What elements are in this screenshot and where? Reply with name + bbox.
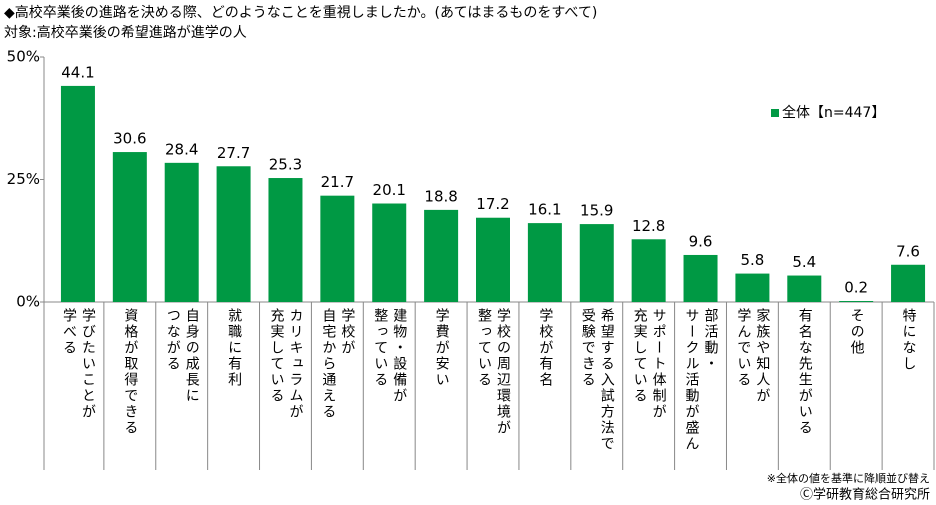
value-label: 0.2 — [844, 279, 868, 297]
bar — [683, 254, 718, 302]
y-tick-label: 0% — [16, 293, 40, 311]
bar — [891, 264, 926, 302]
value-label: 21.7 — [321, 173, 354, 191]
bar — [631, 239, 666, 302]
x-tick-label: 学びたいことが 学べる — [60, 308, 96, 420]
bar — [320, 195, 355, 302]
x-tick-label: 自身の成長に つながる — [164, 308, 200, 404]
y-tick-label: 50% — [7, 48, 40, 66]
x-tick-label: 学校の周辺環境が 整っている — [476, 308, 511, 436]
y-tick-label: 25% — [7, 170, 40, 188]
x-tick-label: 学校が 自宅から通える — [320, 308, 356, 420]
x-tick-label: 希望する入試方法で 受験できる — [579, 308, 615, 452]
value-label: 16.1 — [528, 201, 561, 219]
bar — [735, 273, 770, 302]
note: ※全体の値を基準に降順並び替え — [767, 471, 930, 485]
x-tick-label: 建物・設備が 整っている — [372, 308, 408, 404]
bar — [268, 178, 303, 302]
x-tick-label: カリキュラムが 充実している — [268, 308, 304, 420]
value-label: 30.6 — [113, 130, 146, 148]
bar — [527, 223, 562, 302]
bar — [787, 275, 822, 302]
x-tick-label: 学校が有名 — [537, 308, 554, 388]
value-label: 7.6 — [896, 242, 920, 260]
value-label: 5.8 — [740, 251, 764, 269]
bar — [839, 301, 874, 302]
bar — [60, 85, 95, 302]
x-tick-label: 部活動・ サークル活動が盛ん — [683, 308, 719, 452]
bar — [476, 217, 510, 302]
value-label: 5.4 — [792, 253, 816, 271]
x-tick-label: 有名な先生がいる — [796, 308, 813, 436]
x-tick-label: 学費が安い — [433, 308, 450, 388]
bar — [372, 203, 407, 302]
value-label: 15.9 — [580, 202, 613, 220]
value-label: 18.8 — [424, 187, 457, 205]
x-tick-label: 資格が取得できる — [122, 308, 139, 436]
chart-title: ◆高校卒業後の進路を決める際、どのようなことを重視しましたか。(あてはまるものを… — [4, 4, 597, 21]
value-label: 44.1 — [61, 63, 94, 81]
value-label: 12.8 — [632, 217, 665, 235]
value-label: 25.3 — [269, 156, 302, 174]
value-label: 17.2 — [476, 195, 509, 213]
value-label: 9.6 — [689, 232, 713, 250]
value-label: 27.7 — [217, 144, 250, 162]
value-label: 20.1 — [373, 181, 406, 199]
bar — [112, 152, 147, 302]
x-tick-label: サポート体制が 充実している — [631, 308, 667, 420]
copyright: Ⓒ学研教育総合研究所 — [800, 487, 930, 503]
bar — [216, 166, 251, 302]
legend-swatch — [771, 109, 779, 117]
x-tick-label: 就職に有利 — [226, 308, 243, 388]
bar — [579, 224, 614, 302]
legend-label: 全体【n=447】 — [782, 104, 885, 121]
bar — [424, 209, 459, 302]
x-tick-label: その他 — [848, 308, 865, 356]
bar — [164, 162, 199, 302]
x-tick-label: 家族や知人が 学んでいる — [735, 308, 771, 404]
x-tick-label: 特になし — [900, 308, 917, 372]
value-label: 28.4 — [165, 140, 198, 158]
chart-subtitle: 対象:高校卒業後の希望進路が進学の人 — [4, 24, 247, 41]
